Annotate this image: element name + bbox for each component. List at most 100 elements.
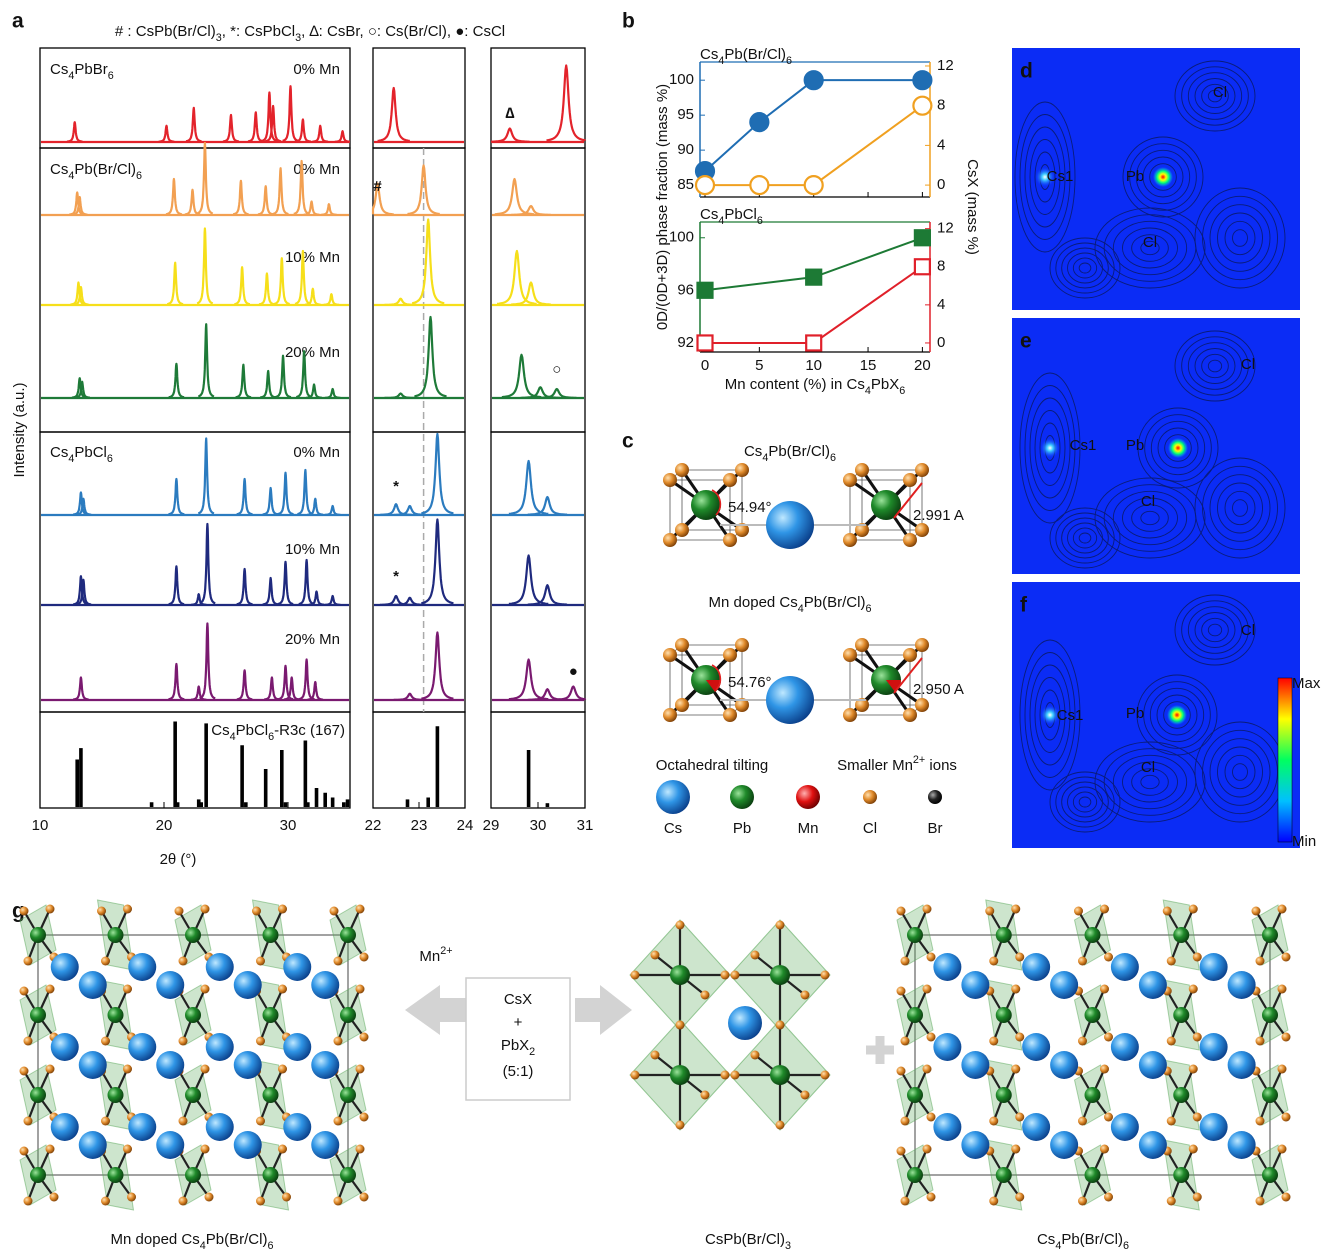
diffraction-peak [421,434,453,513]
atom [1011,905,1020,914]
sample-label: Cs4PbCl6 [50,444,113,465]
reactant-label: (5:1) [503,1063,534,1080]
x-tick-label: 20 [156,817,173,834]
atom [1139,1051,1167,1079]
sample-label: Cs4Pb(Br/Cl)6 [50,161,142,182]
atom [843,708,857,722]
phase-marker: ○ [552,361,561,378]
atom [675,698,689,712]
atom [1085,927,1101,943]
atom [1193,1033,1202,1042]
atom [1078,1117,1087,1126]
y-tick-label: 96 [677,281,694,298]
atom [128,1113,156,1141]
diffraction-peak [234,267,250,304]
atom [723,473,737,487]
atom [1256,1197,1265,1206]
atom [334,1037,343,1046]
marker [806,270,821,285]
atom [1015,953,1024,962]
atom [927,953,936,962]
x-tick-label: 23 [411,817,428,834]
atom [1111,1113,1139,1141]
diffraction-peak [263,488,279,515]
atom [933,1033,961,1061]
atom [206,1033,234,1061]
atom [770,1065,790,1085]
diffraction-peak [378,88,410,141]
density-peak [1153,167,1173,187]
atom [123,905,132,914]
distance-label: 2.991 A [913,507,964,524]
atom [1173,927,1189,943]
reference-stick [176,802,180,807]
reference-stick [323,793,327,807]
series-line [705,80,922,171]
reference-stick [173,722,177,808]
atom [907,1167,923,1183]
atom [675,463,689,477]
atom [1139,1131,1167,1159]
atom [156,1051,184,1079]
atom [123,985,132,994]
atom [915,463,929,477]
panel-letter: a [12,10,24,33]
atom [897,1147,906,1156]
atom [101,1117,110,1126]
atom [1228,1131,1256,1159]
atom [340,1007,356,1023]
atom [933,953,961,981]
atom-label: Cs1 [1047,168,1074,185]
diffraction-peak [233,181,249,215]
atom [1189,985,1198,994]
legend-label: Cl [863,820,877,837]
atom [915,523,929,537]
diffraction-peak [275,356,291,398]
atom [723,533,737,547]
atom [20,987,29,996]
atom [123,1065,132,1074]
x-tick-label: 31 [577,817,594,834]
atom [1100,905,1109,914]
atom [256,957,265,966]
marker [915,259,930,274]
caption: Smaller Mn2+ ions [837,754,957,774]
atom [201,1065,210,1074]
atom [843,533,857,547]
legend-atom [863,790,877,804]
diffraction-peak [237,569,253,604]
atom [108,927,124,943]
colorbar [1278,678,1292,842]
atom [1278,1065,1287,1074]
atom-label: Cl [1143,234,1157,251]
atom [897,1067,906,1076]
diffraction-peak [198,324,214,396]
atom [1278,1145,1287,1154]
atom [278,1065,287,1074]
arrow-left [405,985,468,1035]
diffraction-peak [321,204,337,215]
plot-frame [40,432,350,712]
atom [821,1071,830,1080]
y2-tick-label: 12 [937,57,954,74]
atom [821,971,830,980]
atom [46,905,55,914]
atom [855,463,869,477]
x-tick-label: 30 [530,817,547,834]
x-tick-label: 22 [365,817,382,834]
atom [256,1117,265,1126]
marker [915,230,930,245]
atom [1104,1193,1113,1202]
atom [927,1033,936,1042]
atom [903,533,917,547]
diffraction-peak [299,660,315,700]
reference-stick [284,802,288,807]
atom [1111,1033,1139,1061]
diffraction-peak [236,365,252,398]
atom [1189,1145,1198,1154]
atom [1173,1087,1189,1103]
atom [1022,1113,1050,1141]
diffraction-peak [278,562,294,604]
atom [340,1167,356,1183]
atom [1167,1037,1176,1046]
